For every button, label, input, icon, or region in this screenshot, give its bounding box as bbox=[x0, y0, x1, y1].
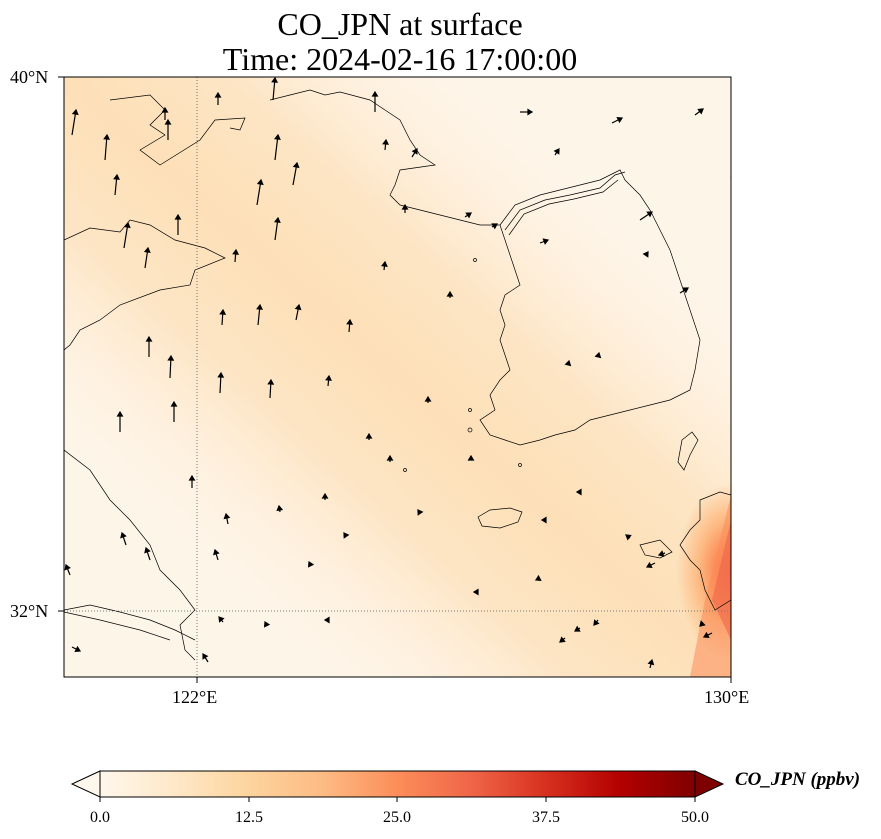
lat-tick-40: 40°N bbox=[10, 67, 49, 87]
wind-arrow-head bbox=[218, 616, 225, 623]
wind-arrow-head bbox=[682, 287, 689, 294]
wind-arrow-head bbox=[411, 148, 418, 155]
colorbar-label: CO_JPN (ppbv) bbox=[735, 769, 861, 790]
wind-arrow-head bbox=[256, 303, 263, 310]
wind-arrow-head bbox=[144, 546, 151, 554]
wind-arrow-head bbox=[74, 645, 82, 653]
wind-arrow-head bbox=[382, 138, 389, 145]
colorbar-tick: 0.0 bbox=[90, 809, 110, 826]
wind-arrow-head bbox=[380, 260, 388, 267]
wind-arrow-head bbox=[113, 173, 120, 180]
wind-arrow-head bbox=[699, 620, 706, 627]
concentration-field bbox=[64, 77, 731, 677]
wind-arrow-head bbox=[145, 335, 153, 342]
wind-arrow-head bbox=[321, 492, 329, 499]
wind-arrow-head bbox=[170, 400, 178, 407]
wind-arrow-head bbox=[103, 133, 111, 140]
wind-arrow-head bbox=[213, 548, 220, 556]
lon-tick-122: 122°E bbox=[172, 687, 218, 707]
wind-arrow-head bbox=[271, 77, 279, 83]
wind-arrow-head bbox=[647, 658, 655, 666]
wind-arrow-head bbox=[642, 251, 649, 258]
wind-arrow-head bbox=[472, 588, 479, 596]
colorbar bbox=[70, 770, 725, 802]
wind-arrow-head bbox=[323, 616, 330, 624]
wind-arrow-head bbox=[540, 516, 547, 524]
wind-arrow-head bbox=[645, 561, 653, 569]
wind-arrow-head bbox=[232, 248, 240, 255]
wind-arrow-head bbox=[702, 631, 710, 639]
wind-arrow-head bbox=[559, 636, 566, 643]
wind-arrow-head bbox=[594, 351, 602, 359]
colorbar-tick: 25.0 bbox=[383, 809, 411, 826]
wind-arrow-head bbox=[625, 534, 632, 541]
wind-arrow-head bbox=[217, 371, 225, 378]
wind-arrow-head bbox=[294, 303, 302, 311]
wind-arrow-head bbox=[202, 653, 209, 660]
wind-arrow-head bbox=[256, 178, 264, 186]
wind-arrow-head bbox=[467, 454, 475, 461]
wind-arrow-head bbox=[491, 223, 499, 230]
wind-arrow-head bbox=[274, 133, 281, 140]
wind-arrow-head bbox=[292, 161, 300, 169]
wind-arrow-head bbox=[593, 619, 600, 626]
wind-arrow-head bbox=[346, 318, 354, 325]
wind-arrow-head bbox=[371, 90, 379, 97]
colorbar-tick: 37.5 bbox=[532, 809, 560, 826]
wind-arrow-head bbox=[697, 108, 704, 115]
wind-vectors bbox=[64, 77, 731, 669]
wind-arrow-head bbox=[534, 574, 542, 582]
lat-tick-32: 32°N bbox=[10, 601, 49, 621]
wind-arrow bbox=[730, 183, 731, 185]
wind-arrow-head bbox=[123, 221, 131, 229]
wind-arrow-head bbox=[553, 148, 560, 155]
map-frame bbox=[63, 76, 732, 678]
wind-arrow-head bbox=[417, 509, 424, 516]
lon-tick-130: 130°E bbox=[704, 687, 750, 707]
wind-arrow-head bbox=[657, 550, 665, 557]
wind-arrow-head bbox=[386, 454, 394, 461]
wind-arrow-head bbox=[575, 488, 582, 496]
colorbar-tick: 50.0 bbox=[681, 809, 709, 826]
coastlines bbox=[64, 89, 731, 661]
wind-arrow-head bbox=[164, 118, 172, 125]
wind-arrow-head bbox=[343, 532, 350, 539]
map-title: CO_JPN at surface bbox=[277, 6, 523, 42]
colorbar-tick: 12.5 bbox=[235, 809, 263, 826]
wind-arrow-head bbox=[616, 116, 624, 124]
wind-arrow-head bbox=[263, 620, 271, 628]
wind-arrow-head bbox=[542, 238, 550, 245]
wind-arrow-head bbox=[730, 177, 731, 179]
wind-arrow-head bbox=[401, 203, 409, 210]
wind-arrow-head bbox=[174, 213, 182, 220]
wind-arrow-head bbox=[273, 216, 281, 224]
wind-arrow-head bbox=[527, 108, 534, 116]
wind-arrow-head bbox=[161, 106, 169, 113]
wind-arrow-head bbox=[446, 290, 454, 297]
wind-arrow-head bbox=[116, 410, 124, 417]
wind-arrow-head bbox=[646, 211, 653, 218]
wind-arrow-head bbox=[276, 504, 284, 512]
wind-arrow-head bbox=[219, 308, 227, 315]
wind-arrow-head bbox=[223, 512, 231, 520]
wind-arrow-head bbox=[564, 359, 572, 367]
wind-arrow-head bbox=[71, 108, 79, 116]
wind-arrow-head bbox=[465, 212, 472, 219]
wind-arrow-head bbox=[307, 560, 315, 568]
wind-arrow-head bbox=[267, 378, 275, 385]
wind-arrow-head bbox=[365, 432, 373, 439]
map-time: Time: 2024-02-16 17:00:00 bbox=[222, 41, 578, 77]
wind-arrow-head bbox=[64, 563, 71, 571]
wind-arrow-head bbox=[573, 625, 581, 632]
wind-arrow-head bbox=[143, 246, 151, 254]
wind-arrow-head bbox=[424, 395, 432, 402]
wind-arrow-head bbox=[167, 354, 175, 361]
wind-arrow-head bbox=[214, 91, 222, 98]
wind-arrow-head bbox=[325, 374, 332, 381]
wind-arrow-head bbox=[188, 474, 196, 481]
wind-arrow-head bbox=[120, 531, 127, 539]
